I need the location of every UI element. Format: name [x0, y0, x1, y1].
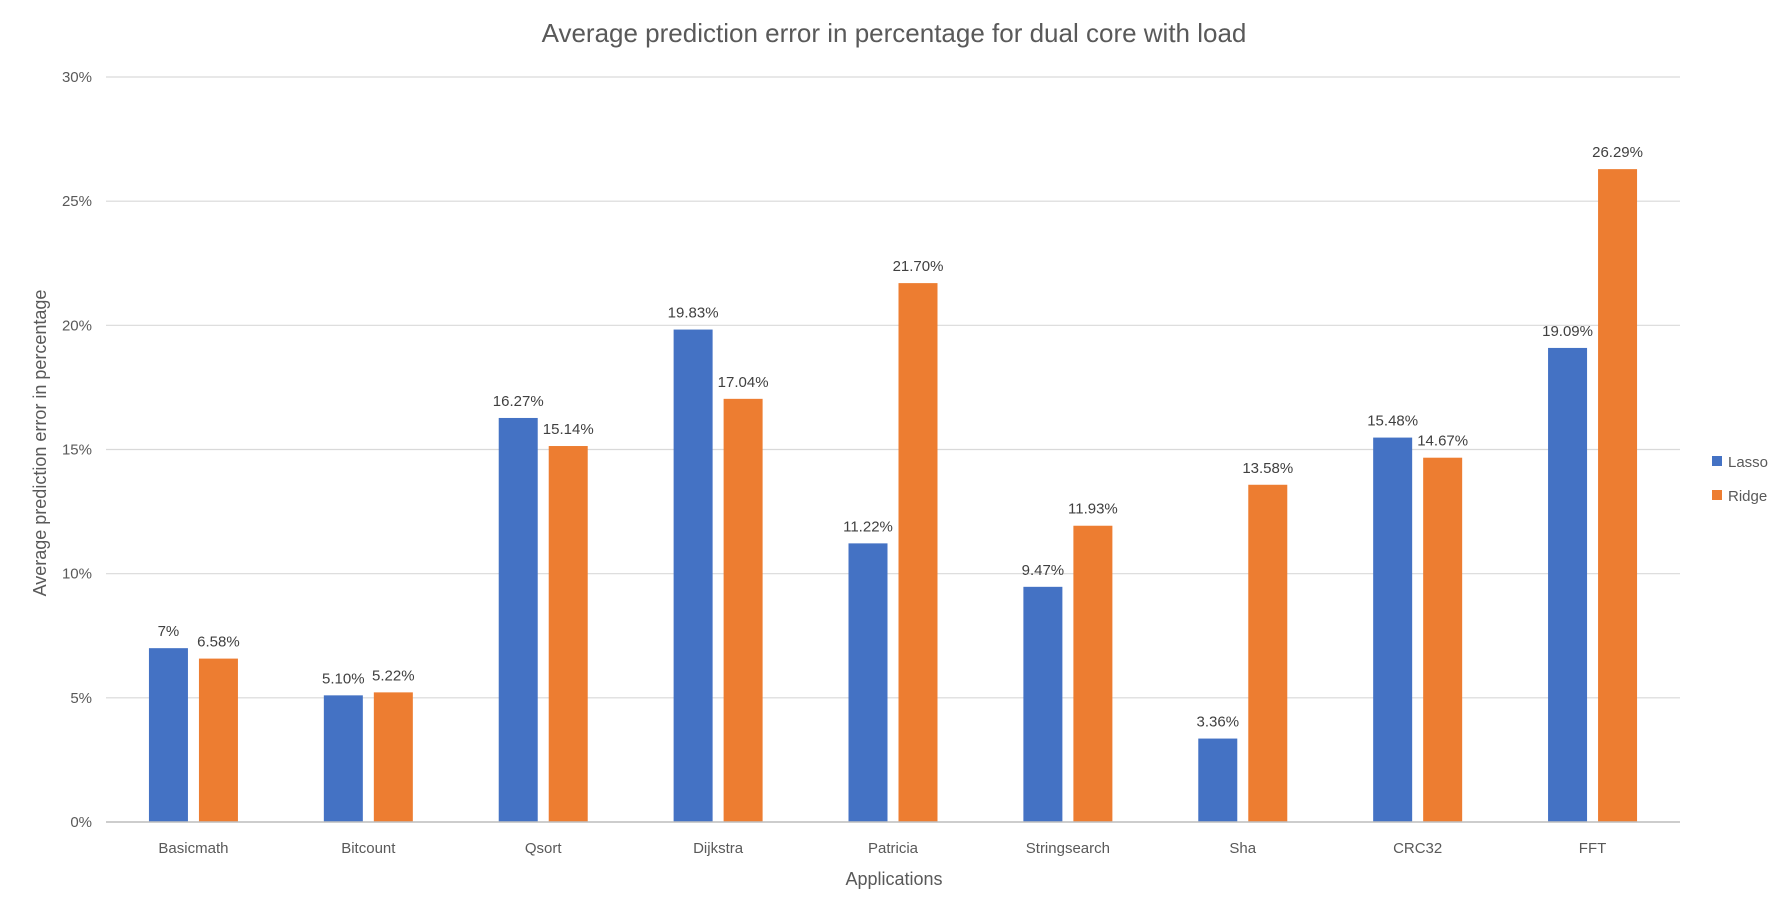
data-label-ridge: 5.22%: [372, 667, 415, 684]
y-tick-label: 25%: [62, 193, 92, 210]
data-label-lasso: 5.10%: [322, 670, 365, 687]
legend-label-lasso: Lasso: [1728, 454, 1768, 471]
x-tick-label: Sha: [1229, 840, 1256, 857]
x-tick-label: Patricia: [868, 840, 919, 857]
bar-lasso: [1548, 347, 1588, 822]
y-tick-label: 20%: [62, 317, 92, 334]
bar-lasso: [1373, 437, 1413, 822]
y-tick-label: 30%: [62, 69, 92, 86]
data-label-ridge: 26.29%: [1592, 144, 1643, 161]
x-tick-label: Stringsearch: [1026, 840, 1110, 857]
y-axis-title: Average prediction error in percentage: [30, 290, 50, 597]
data-label-ridge: 14.67%: [1417, 433, 1468, 450]
chart-title: Average prediction error in percentage f…: [542, 18, 1247, 48]
data-label-lasso: 19.83%: [668, 305, 719, 322]
data-label-lasso: 19.09%: [1542, 323, 1593, 340]
y-tick-label: 10%: [62, 566, 92, 583]
data-label-lasso: 11.22%: [843, 518, 893, 535]
data-label-lasso: 15.48%: [1367, 413, 1418, 430]
legend: Lasso Ridge: [1712, 454, 1768, 505]
bar-ridge: [1073, 525, 1113, 822]
bar-lasso: [1023, 586, 1063, 822]
legend-label-ridge: Ridge: [1728, 488, 1767, 505]
bar-lasso: [148, 648, 188, 822]
x-axis: Basicmath Bitcount Qsort Dijkstra Patricia St…: [106, 821, 1680, 857]
bar-ridge: [898, 283, 938, 822]
bar-lasso: [848, 543, 888, 822]
bar-lasso: [1198, 738, 1238, 822]
data-label-lasso: 16.27%: [493, 393, 544, 410]
bar-lasso: [498, 417, 538, 822]
bar-ridge: [1598, 169, 1638, 823]
x-tick-label: CRC32: [1393, 840, 1442, 857]
x-axis-title: Applications: [845, 869, 942, 889]
data-label-ridge: 17.04%: [718, 374, 769, 391]
y-axis: 0% 5% 10% 15% 20% 25% 30%: [62, 69, 92, 831]
bar-ridge: [548, 446, 588, 822]
bar-ridge: [1423, 457, 1463, 822]
bar-lasso: [673, 329, 713, 822]
x-tick-label: Bitcount: [341, 840, 396, 857]
bar-lasso: [323, 695, 363, 822]
data-label-lasso: 7%: [158, 623, 180, 640]
bar-ridge: [1248, 484, 1288, 822]
x-tick-label: Dijkstra: [693, 840, 744, 857]
x-tick-label: Basicmath: [158, 840, 228, 857]
x-tick-label: Qsort: [525, 840, 563, 857]
bar-ridge: [198, 658, 238, 822]
data-label-ridge: 6.58%: [197, 634, 240, 651]
data-label-ridge: 21.70%: [893, 258, 944, 275]
legend-swatch-ridge: [1712, 490, 1722, 500]
y-tick-label: 5%: [70, 690, 92, 707]
data-label-lasso: 9.47%: [1022, 562, 1065, 579]
data-label-ridge: 11.93%: [1068, 501, 1118, 518]
bars: [148, 169, 1638, 823]
bar-ridge: [373, 692, 413, 822]
gridlines: [106, 76, 1680, 823]
data-label-ridge: 13.58%: [1242, 460, 1293, 477]
y-tick-label: 15%: [62, 442, 92, 459]
x-tick-label: FFT: [1579, 840, 1607, 857]
data-labels: 7% 6.58% 5.10% 5.22% 16.27% 15.14% 19.83% 17.04…: [158, 144, 1643, 730]
data-label-ridge: 15.14%: [543, 421, 594, 438]
legend-swatch-lasso: [1712, 456, 1722, 466]
y-tick-label: 0%: [70, 814, 92, 831]
data-label-lasso: 3.36%: [1197, 714, 1240, 731]
bar-ridge: [723, 398, 763, 822]
